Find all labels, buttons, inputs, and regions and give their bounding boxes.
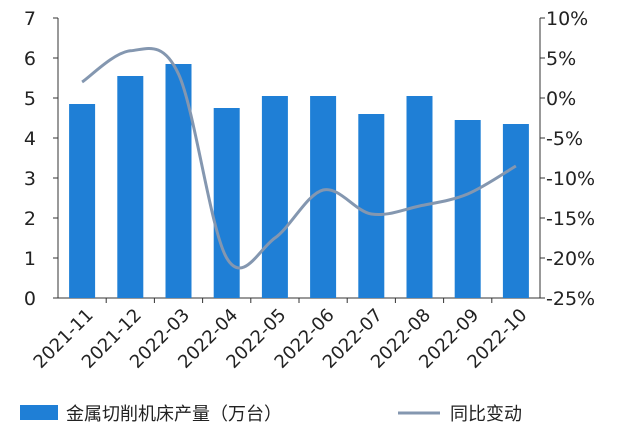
left-tick-label: 3 bbox=[24, 168, 36, 190]
bar bbox=[502, 124, 529, 298]
bar-series bbox=[69, 64, 529, 298]
bar bbox=[117, 76, 144, 298]
right-tick-label: 5% bbox=[546, 48, 576, 70]
legend-bar-swatch bbox=[20, 405, 58, 420]
right-tick-label: -10% bbox=[546, 168, 595, 190]
bar bbox=[261, 96, 288, 298]
line-series bbox=[81, 47, 517, 270]
bar bbox=[310, 96, 337, 298]
right-tick-label: -15% bbox=[546, 208, 595, 230]
bar bbox=[69, 104, 96, 298]
bar bbox=[213, 108, 240, 298]
right-tick-label: -5% bbox=[546, 128, 583, 150]
left-tick-label: 1 bbox=[24, 248, 36, 270]
x-axis: 2021-112021-122022-032022-042022-052022-… bbox=[30, 297, 540, 373]
left-tick-label: 5 bbox=[24, 88, 36, 110]
legend-bar-label: 金属切削机床产量（万台） bbox=[66, 404, 282, 425]
right-tick-label: -20% bbox=[546, 248, 595, 270]
left-tick-label: 0 bbox=[24, 288, 36, 310]
left-tick-label: 6 bbox=[24, 48, 36, 70]
right-tick-label: 0% bbox=[546, 88, 576, 110]
bar bbox=[454, 120, 481, 298]
right-tick-label: -25% bbox=[546, 288, 595, 310]
left-tick-label: 2 bbox=[24, 208, 36, 230]
legend: 金属切削机床产量（万台） 同比变动 bbox=[20, 404, 522, 425]
bar bbox=[406, 96, 433, 298]
bar bbox=[358, 114, 385, 298]
left-tick-label: 7 bbox=[24, 8, 36, 30]
left-axis: 0 1 2 3 4 5 6 7 bbox=[24, 8, 59, 310]
right-axis: 10% 5% 0% -5% -10% -15% -20% -25% bbox=[539, 8, 595, 310]
legend-line-label: 同比变动 bbox=[450, 404, 522, 425]
left-tick-label: 4 bbox=[24, 128, 36, 150]
yoy-line bbox=[81, 47, 517, 270]
right-tick-label: 10% bbox=[546, 8, 588, 30]
